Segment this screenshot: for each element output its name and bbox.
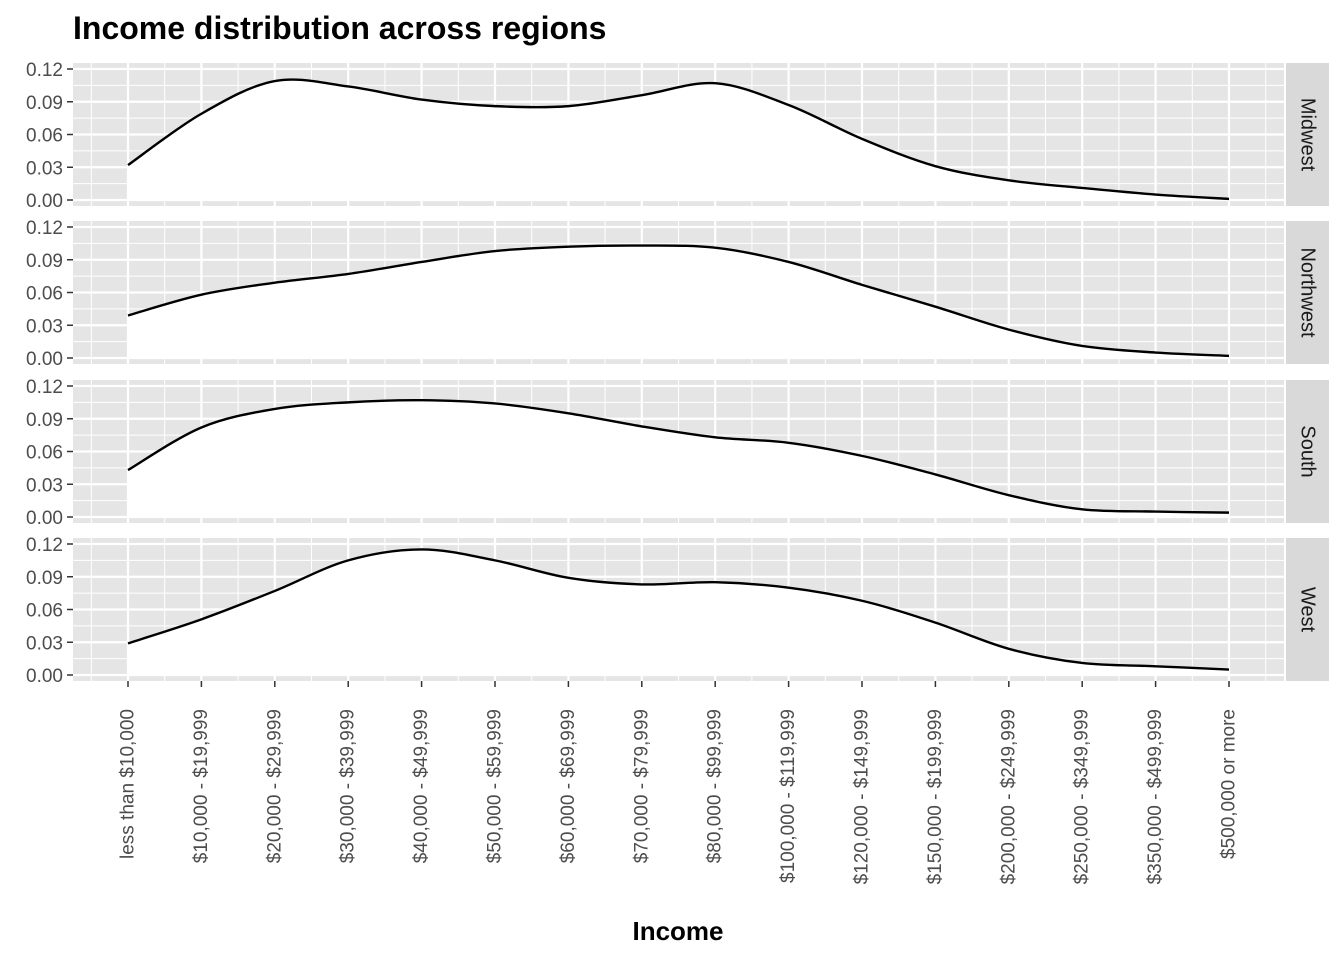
y-tick-label: 0.03 xyxy=(26,158,63,179)
x-tick-label: $30,000 - $39,999 xyxy=(338,709,359,863)
y-tick-label: 0.00 xyxy=(26,349,63,370)
y-tick-label: 0.00 xyxy=(26,666,63,687)
y-tick-label: 0.09 xyxy=(26,93,63,114)
x-tick-label: $20,000 - $29,999 xyxy=(264,709,285,863)
chart-title: Income distribution across regions xyxy=(73,10,606,46)
y-tick-label: 0.09 xyxy=(26,251,63,272)
facet-panels: 0.000.030.060.090.12Midwest0.000.030.060… xyxy=(26,60,1329,687)
x-tick-label: $100,000 - $119,999 xyxy=(778,709,799,883)
facet-label-south: South xyxy=(1297,425,1319,477)
x-axis-title: Income xyxy=(632,916,723,946)
x-tick-label: $60,000 - $69,999 xyxy=(558,709,579,863)
facet-strip xyxy=(1286,221,1329,364)
density-area-northwest xyxy=(128,245,1229,358)
x-tick-label: $500,000 or more xyxy=(1219,709,1240,859)
x-tick-label: $70,000 - $79,999 xyxy=(631,709,652,863)
density-line-south xyxy=(127,398,1230,514)
x-tick-label: $350,000 - $499,999 xyxy=(1145,709,1166,884)
density-area-midwest xyxy=(128,79,1229,200)
density-area-west xyxy=(128,549,1229,675)
y-tick-label: 0.03 xyxy=(26,633,63,654)
panel-northwest: 0.00 0.03 0.06 0.09 0.12 Northwest xyxy=(26,218,1329,370)
panel-west: 0.00 0.03 0.06 0.09 0.12 West xyxy=(26,535,1329,687)
y-tick-label: 0.03 xyxy=(26,316,63,337)
panel-midwest: 0.00 0.03 0.06 0.09 0.12 Midwest xyxy=(26,60,1329,212)
density-line-northwest xyxy=(127,244,1230,358)
facet-strip xyxy=(1286,380,1329,523)
y-tick-label: 0.06 xyxy=(26,443,63,464)
facet-strip xyxy=(1286,63,1329,206)
density-area-south xyxy=(128,400,1229,517)
y-tick-label: 0.12 xyxy=(26,218,63,239)
x-tick-label: $40,000 - $49,999 xyxy=(411,709,432,863)
y-tick-label: 0.06 xyxy=(26,601,63,622)
x-axis: less than $10,000 $10,000 - $19,999 $20,00… xyxy=(118,681,1240,884)
x-tick-label: $10,000 - $19,999 xyxy=(191,709,212,863)
facet-label-west: West xyxy=(1297,587,1319,633)
x-tick-label: $80,000 - $99,999 xyxy=(705,709,726,863)
y-tick-label: 0.06 xyxy=(26,284,63,305)
y-tick-label: 0.12 xyxy=(26,535,63,556)
density-line-midwest xyxy=(127,78,1230,201)
y-tick-label: 0.09 xyxy=(26,568,63,589)
x-tick-label: $50,000 - $59,999 xyxy=(485,709,506,863)
x-tick-label: $250,000 - $349,999 xyxy=(1072,709,1093,884)
y-tick-label: 0.09 xyxy=(26,410,63,431)
y-tick-label: 0.00 xyxy=(26,508,63,529)
facet-strip xyxy=(1286,538,1329,681)
y-tick-label: 0.12 xyxy=(26,377,63,398)
y-tick-label: 0.00 xyxy=(26,191,63,212)
x-tick-label: less than $10,000 xyxy=(118,709,139,859)
x-tick-label: $120,000 - $149,999 xyxy=(852,709,873,884)
facet-label-northwest: Northwest xyxy=(1297,247,1319,337)
facet-label-midwest: Midwest xyxy=(1297,98,1319,172)
y-tick-label: 0.06 xyxy=(26,126,63,147)
x-tick-label: $150,000 - $199,999 xyxy=(925,709,946,884)
x-tick-label: $200,000 - $249,999 xyxy=(998,709,1019,884)
panel-south: 0.00 0.03 0.06 0.09 0.12 South xyxy=(26,377,1329,529)
y-tick-label: 0.12 xyxy=(26,60,63,81)
y-tick-label: 0.03 xyxy=(26,475,63,496)
density-line-west xyxy=(127,548,1230,671)
